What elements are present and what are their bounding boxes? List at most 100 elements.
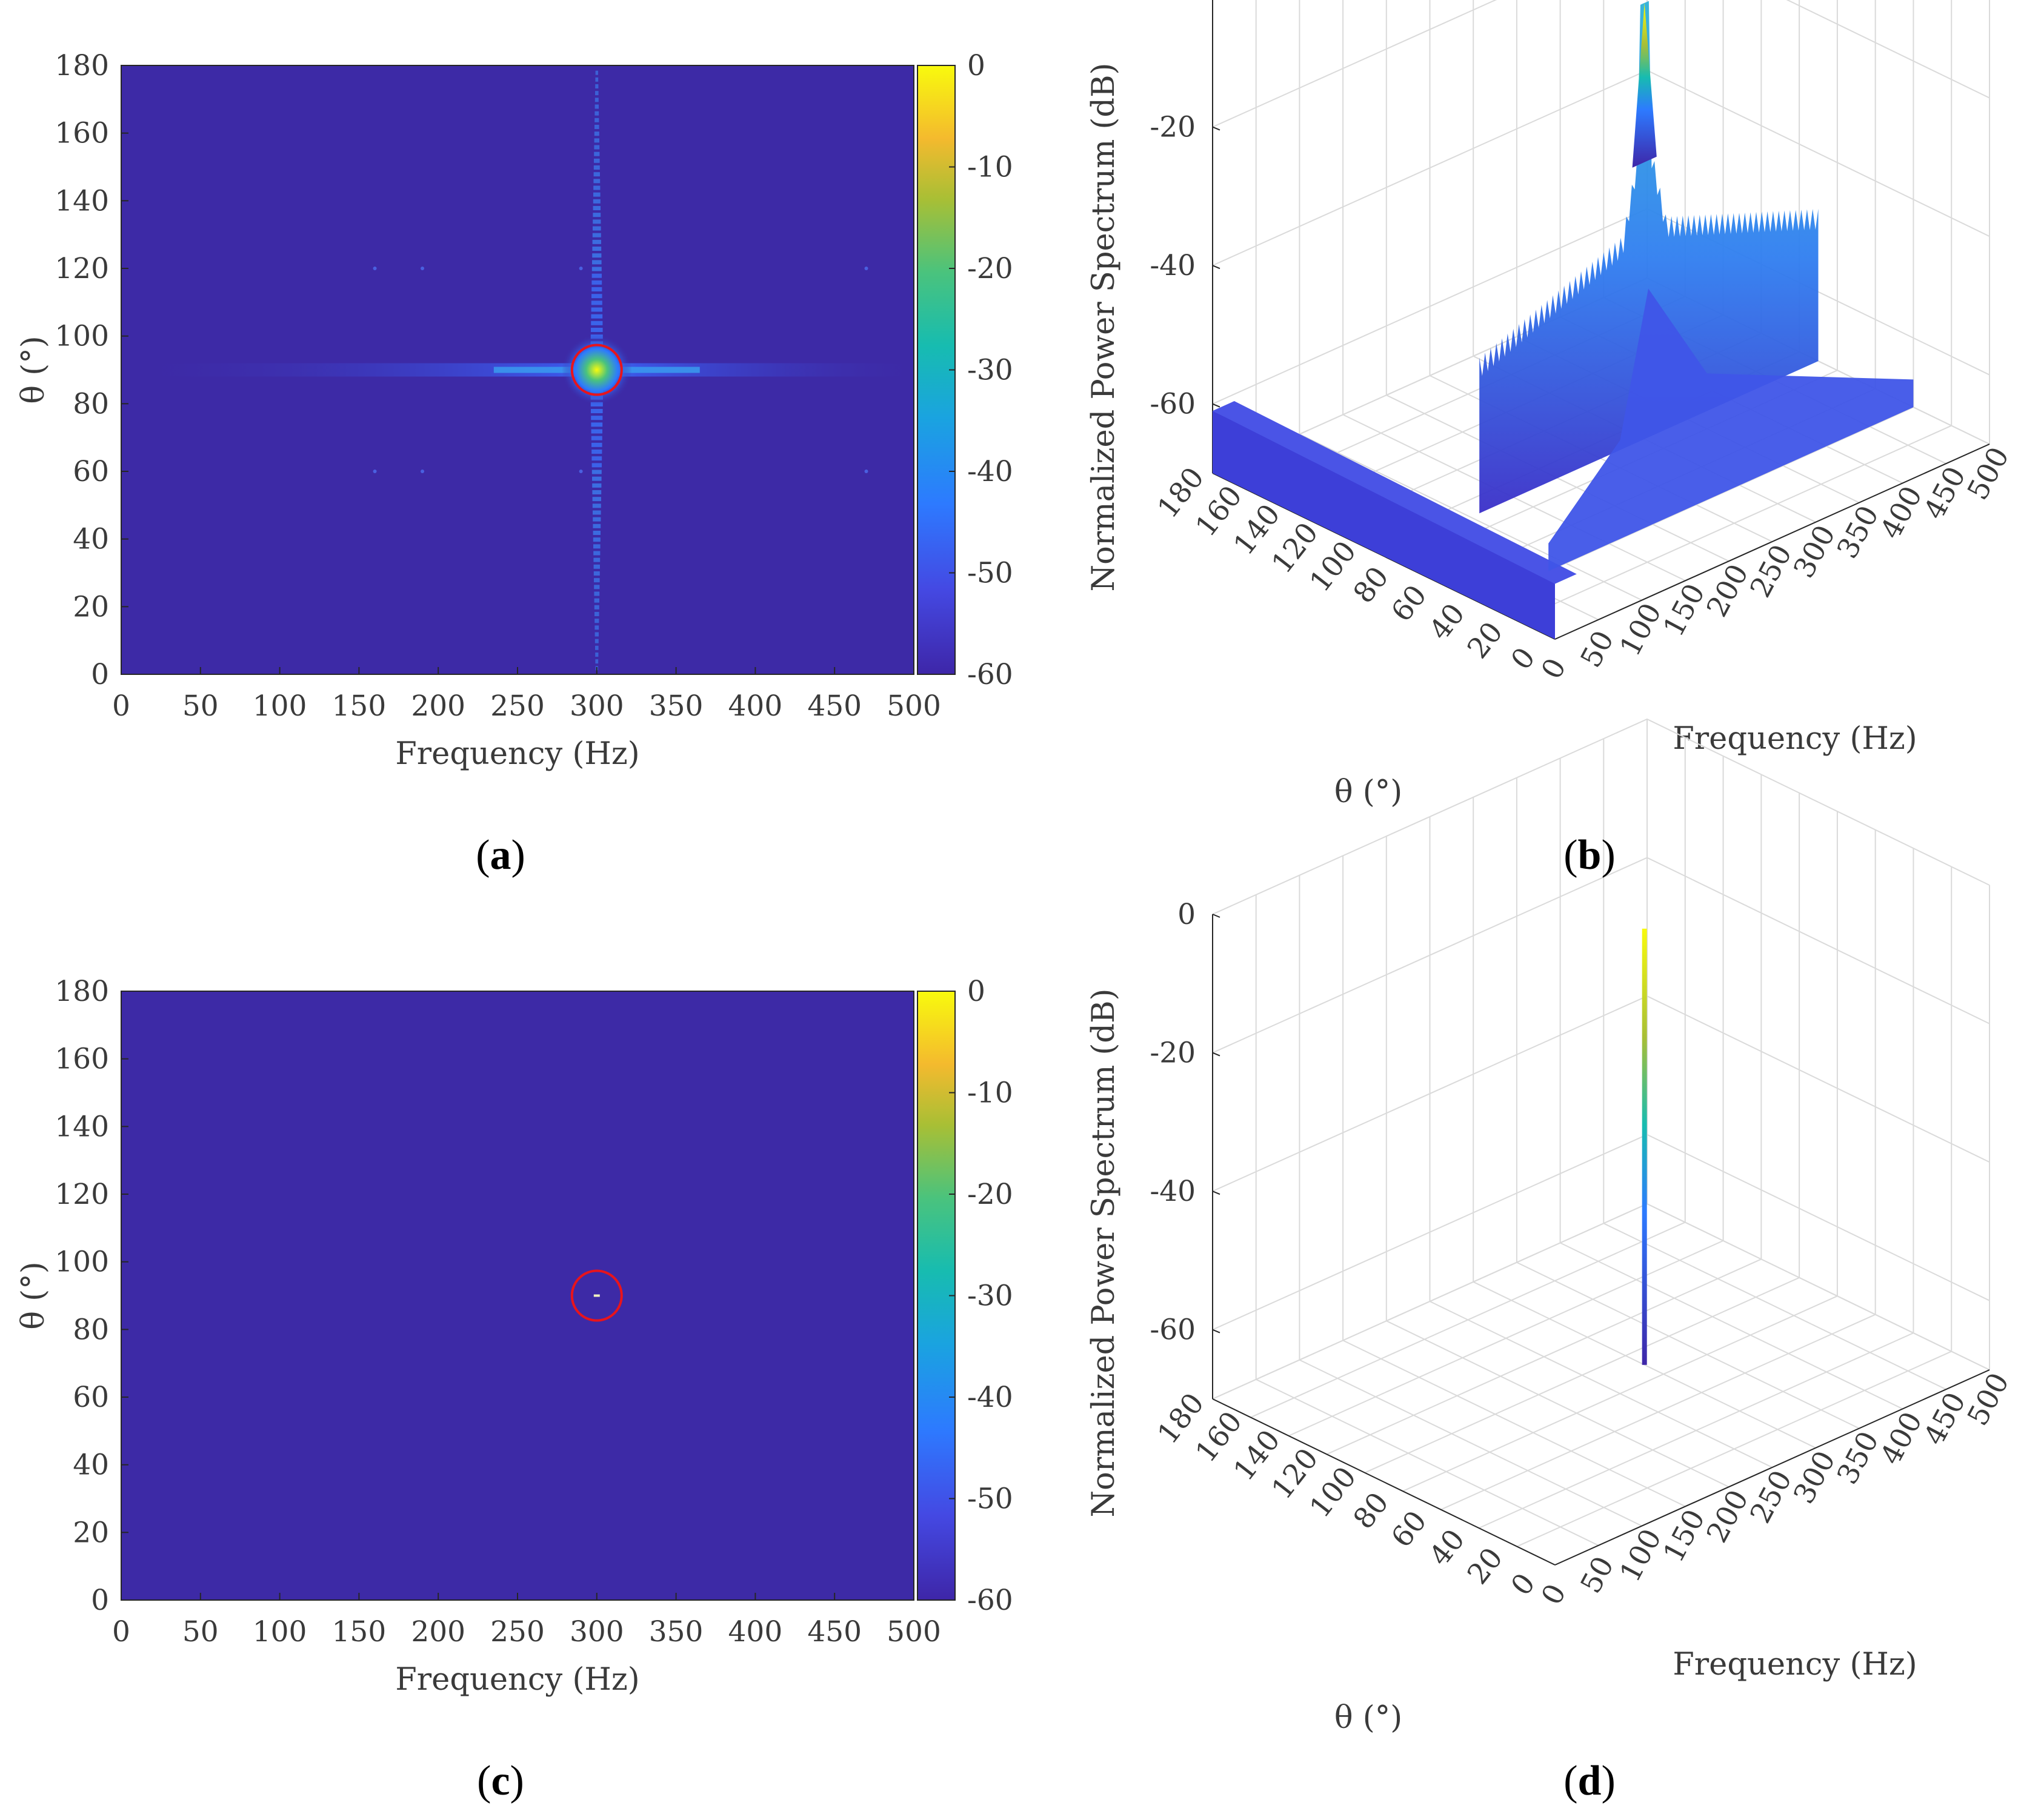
x-tick-label: 250	[1743, 1465, 1799, 1529]
x-tick-label: 50	[1574, 1551, 1621, 1599]
y-tick-label: 60	[1385, 579, 1433, 628]
x-tick-label: 200	[1700, 1484, 1756, 1548]
x-axis-label: Frequency (Hz)	[1673, 1647, 1917, 1682]
axes-3d	[1212, 914, 1990, 1566]
y-tick-label: 40	[1423, 1523, 1471, 1572]
faint-point	[579, 470, 583, 473]
faint-point	[373, 470, 377, 473]
x-tick-label: 300	[1787, 1446, 1842, 1509]
y-tick-label: 0	[91, 658, 109, 691]
panel-label-a: (a)	[476, 832, 525, 878]
peak-circle	[570, 1269, 623, 1322]
colorbar-tick-label: -40	[967, 455, 1013, 488]
y-tick-label: 60	[73, 1381, 109, 1414]
x-tick-label: 450	[807, 689, 862, 723]
colorbar-tick-label: -60	[967, 1584, 1013, 1617]
y-axis-label: θ (°)	[1334, 774, 1402, 810]
colorbar-tick-label: -10	[967, 1077, 1013, 1110]
peak-point	[593, 1294, 600, 1297]
y-tick-label: 60	[1385, 1505, 1433, 1554]
colorbar	[917, 65, 956, 675]
x-tick-label: 250	[1743, 539, 1799, 603]
colorbar-tick-label: -60	[967, 658, 1013, 691]
faint-point	[864, 470, 868, 473]
x-tick-label: 300	[570, 1615, 624, 1649]
colorbar-tick-label: -20	[967, 252, 1013, 285]
z-tick-mark	[1212, 1052, 1220, 1057]
faint-point	[373, 267, 377, 270]
z-tick-mark	[1212, 265, 1220, 270]
y-tick-label: 0	[1505, 1567, 1542, 1602]
y-tick-label: 100	[55, 1246, 109, 1279]
colorbar-tick-label: -50	[967, 1483, 1013, 1516]
z-tick-mark	[1212, 914, 1220, 918]
y-tick-label: 120	[55, 1178, 109, 1211]
x-tick-label: 350	[1831, 500, 1886, 564]
x-tick-label: 500	[887, 1615, 941, 1649]
z-tick-label: -20	[1150, 111, 1196, 144]
y-tick-label: 80	[73, 1313, 109, 1346]
y-tick-label: 20	[1461, 616, 1510, 665]
x-tick-label: 500	[887, 689, 941, 723]
panel-label-d: (d)	[1563, 1758, 1616, 1804]
y-tick-label: 0	[1505, 642, 1542, 676]
x-tick-label: 50	[1574, 625, 1621, 673]
heatmap-c: 0 50 100 150 200 250 300 350 400 450 500 0 20 40 60 80 1…	[16, 975, 1013, 1698]
x-tick-label: 0	[1535, 653, 1573, 685]
colorbar-tick-label: -30	[967, 354, 1013, 387]
z-tick-mark	[1212, 126, 1220, 131]
y-tick-label: 140	[55, 1110, 109, 1143]
x-tick-label: 250	[490, 1615, 545, 1649]
x-tick-label: 400	[1874, 481, 1929, 545]
y-tick-label: 80	[73, 387, 109, 420]
y-tick-label: 20	[73, 1516, 109, 1549]
y-tick-label: 80	[1347, 560, 1396, 609]
surface-skirt	[1548, 288, 1914, 571]
y-tick-label: 0	[91, 1584, 109, 1617]
colorbar-tick-label: -30	[967, 1280, 1013, 1313]
x-tick-label: 400	[728, 689, 783, 723]
colorbar-tick-label: -20	[967, 1178, 1013, 1211]
faint-point	[421, 267, 425, 270]
colorbar-tick-label: -50	[967, 557, 1013, 590]
colorbar-tick-label: 0	[967, 49, 985, 82]
colorbar-tick-label: -10	[967, 151, 1013, 184]
faint-point	[864, 267, 868, 270]
z-axis-label: Normalized Power Spectrum (dB)	[1086, 63, 1122, 592]
x-tick-label: 200	[411, 1615, 465, 1649]
x-tick-label: 500	[1961, 1367, 2016, 1431]
y-tick-label: 160	[55, 117, 109, 150]
x-tick-label: 300	[570, 689, 624, 723]
z-tick-mark	[1212, 1329, 1220, 1333]
x-tick-label: 0	[1535, 1579, 1573, 1610]
x-tick-label: 50	[182, 1615, 219, 1649]
z-tick-mark	[1212, 1191, 1220, 1195]
y-tick-label: 180	[55, 49, 109, 82]
y-tick-label: 140	[55, 184, 109, 218]
x-tick-label: 100	[253, 1615, 307, 1649]
y-tick-label: 180	[55, 975, 109, 1008]
x-tick-label: 200	[1700, 559, 1756, 622]
surface-peak	[1632, 2, 1657, 168]
heatmap-field-c	[121, 991, 914, 1600]
x-tick-label: 400	[728, 1615, 783, 1649]
surface-peak	[1642, 928, 1647, 1365]
x-tick-label: 300	[1787, 520, 1842, 583]
z-tick-label: -40	[1150, 249, 1196, 282]
colorbar-tick-label: 0	[967, 975, 985, 1008]
panel-label-b: (b)	[1563, 832, 1616, 878]
x-tick-label: 350	[649, 689, 704, 723]
y-axis-label: θ (°)	[16, 336, 52, 404]
faint-point	[421, 470, 425, 473]
colorbar-tick-label: -40	[967, 1381, 1013, 1414]
x-tick-label: 100	[253, 689, 307, 723]
x-tick-label: 50	[182, 689, 219, 723]
z-tick-label: 0	[1177, 0, 1196, 5]
z-tick-mark	[1212, 403, 1220, 408]
x-tick-label: 250	[490, 689, 545, 723]
x-tick-label: 400	[1874, 1407, 1929, 1470]
x-tick-label: 500	[1961, 442, 2016, 505]
x-tick-label: 450	[1917, 1387, 1973, 1450]
x-tick-label: 350	[1831, 1426, 1886, 1490]
